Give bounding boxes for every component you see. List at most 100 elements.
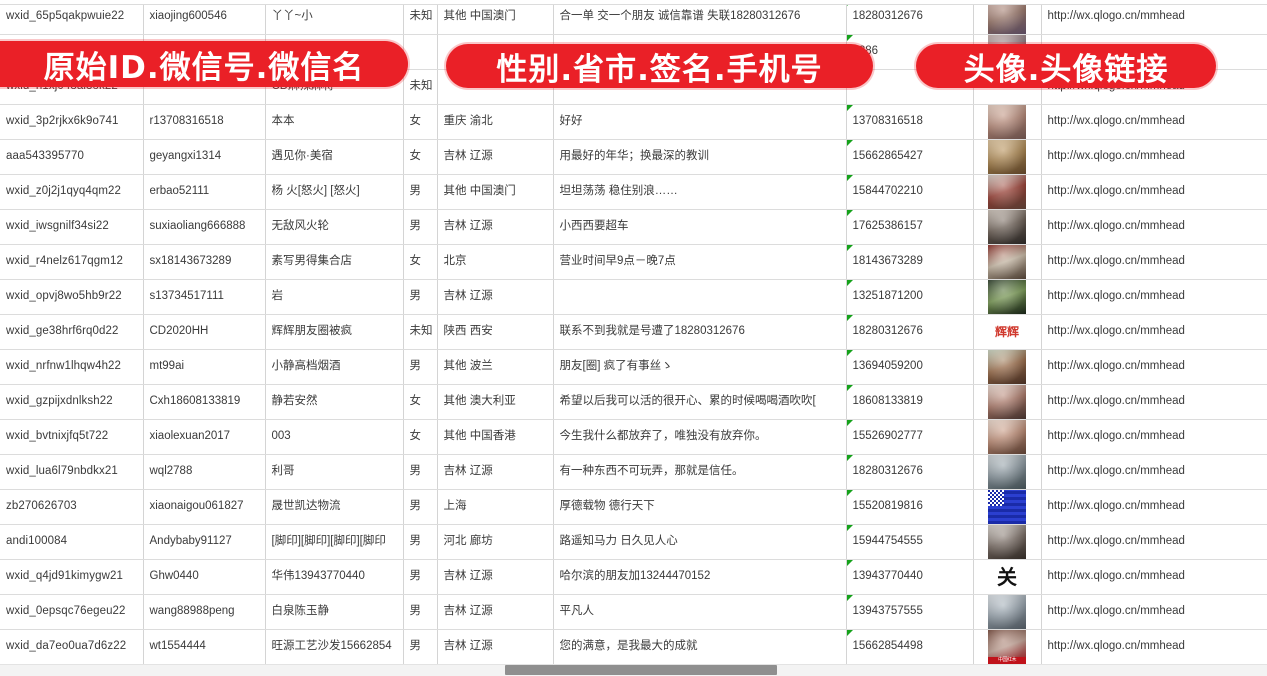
cell-signature[interactable]: 坦坦荡荡 稳住别浪…… xyxy=(553,174,847,210)
cell-avatar[interactable] xyxy=(973,384,1042,420)
cell-gender[interactable]: 男 xyxy=(403,524,438,560)
cell-phone[interactable]: 15662865427 xyxy=(846,139,974,175)
cell-gender[interactable]: 未知 xyxy=(403,314,438,350)
cell-avatar[interactable] xyxy=(973,349,1042,385)
cell-avatar-url[interactable]: http://wx.qlogo.cn/mmhead xyxy=(1041,384,1267,420)
cell-signature[interactable]: 厚德载物 德行天下 xyxy=(553,489,847,525)
cell-region[interactable]: 吉林 辽源 xyxy=(437,139,554,175)
cell-wechat-id[interactable]: s13734517111 xyxy=(143,279,266,315)
cell-gender[interactable]: 男 xyxy=(403,349,438,385)
cell-avatar[interactable] xyxy=(973,174,1042,210)
cell-original-id[interactable]: wxid_da7eo0ua7d6z22 xyxy=(0,629,144,665)
cell-phone[interactable]: 15520819816 xyxy=(846,489,974,525)
cell-wechat-id[interactable]: xiaojing600546 xyxy=(143,0,266,35)
cell-gender[interactable]: 男 xyxy=(403,559,438,595)
cell-wechat-id[interactable]: Cxh18608133819 xyxy=(143,384,266,420)
cell-signature[interactable]: 联系不到我就是号遭了18280312676 xyxy=(553,314,847,350)
cell-region[interactable]: 其他 中国澳门 xyxy=(437,0,554,35)
cell-avatar-url[interactable]: http://wx.qlogo.cn/mmhead xyxy=(1041,314,1267,350)
cell-avatar-url[interactable]: http://wx.qlogo.cn/mmhead xyxy=(1041,349,1267,385)
cell-wechat-id[interactable]: r13708316518 xyxy=(143,104,266,140)
cell-avatar-url[interactable]: http://wx.qlogo.cn/mmhead xyxy=(1041,139,1267,175)
cell-avatar[interactable] xyxy=(973,244,1042,280)
cell-phone[interactable]: 13694059200 xyxy=(846,349,974,385)
cell-signature[interactable]: 今生我什么都放弃了，唯独没有放弃你。 xyxy=(553,419,847,455)
cell-region[interactable]: 其他 中国香港 xyxy=(437,419,554,455)
cell-wechat-name[interactable]: 杨 火[怒火] [怒火] xyxy=(265,174,404,210)
cell-original-id[interactable]: wxid_iwsgnilf34si22 xyxy=(0,209,144,245)
table-row[interactable]: wxid_0epsqc76egeu22 wang88988peng 白泉陈玉静 男 吉林… xyxy=(0,594,1267,630)
cell-original-id[interactable]: wxid_0epsqc76egeu22 xyxy=(0,594,144,630)
cell-gender[interactable]: 男 xyxy=(403,279,438,315)
cell-region[interactable]: 吉林 辽源 xyxy=(437,594,554,630)
cell-region[interactable]: 其他 澳大利亚 xyxy=(437,384,554,420)
table-row[interactable]: wxid_nrfnw1lhqw4h22 mt99ai 小静高档烟酒 男 其他 波兰 朋友[… xyxy=(0,349,1267,385)
table-row[interactable]: aaa543395770 geyangxi1314 遇见你·美宿 女 吉林 辽源 用最好的… xyxy=(0,139,1267,175)
table-row[interactable]: wxid_ge38hrf6rq0d22 CD2020HH 辉辉朋友圈被疯 未知 陕西 西… xyxy=(0,314,1267,350)
cell-phone[interactable]: 15526902777 xyxy=(846,419,974,455)
table-row[interactable]: wxid_3p2rjkx6k9o741 r13708316518 本本 女 重庆 渝北 好… xyxy=(0,104,1267,140)
cell-original-id[interactable]: andi100084 xyxy=(0,524,144,560)
table-row[interactable]: zb270626703 xiaonaigou061827 晟世凯达物流 男 上海 厚德载物… xyxy=(0,489,1267,525)
cell-region[interactable]: 吉林 辽源 xyxy=(437,629,554,665)
cell-original-id[interactable]: wxid_bvtnixjfq5t722 xyxy=(0,419,144,455)
cell-region[interactable]: 北京 xyxy=(437,244,554,280)
cell-phone[interactable]: 13943770440 xyxy=(846,559,974,595)
cell-original-id[interactable]: wxid_z0j2j1qyq4qm22 xyxy=(0,174,144,210)
cell-original-id[interactable]: wxid_gzpijxdnlksh22 xyxy=(0,384,144,420)
cell-region[interactable]: 其他 波兰 xyxy=(437,349,554,385)
cell-avatar-url[interactable]: http://wx.qlogo.cn/mmhead xyxy=(1041,629,1267,665)
cell-signature[interactable]: 希望以后我可以活的很开心、累的时候喝喝酒吹吹[ xyxy=(553,384,847,420)
cell-region[interactable]: 河北 廊坊 xyxy=(437,524,554,560)
cell-avatar[interactable] xyxy=(973,104,1042,140)
cell-region[interactable]: 吉林 辽源 xyxy=(437,559,554,595)
cell-wechat-name[interactable]: 晟世凯达物流 xyxy=(265,489,404,525)
cell-original-id[interactable]: wxid_r4nelz617qgm12 xyxy=(0,244,144,280)
cell-signature[interactable]: 平凡人 xyxy=(553,594,847,630)
cell-region[interactable]: 吉林 辽源 xyxy=(437,209,554,245)
cell-signature[interactable] xyxy=(553,279,847,315)
cell-original-id[interactable]: aaa543395770 xyxy=(0,139,144,175)
cell-signature[interactable]: 路遥知马力 日久见人心 xyxy=(553,524,847,560)
cell-wechat-id[interactable]: erbao52111 xyxy=(143,174,266,210)
cell-phone[interactable]: 13943757555 xyxy=(846,594,974,630)
cell-avatar-url[interactable]: http://wx.qlogo.cn/mmhead xyxy=(1041,244,1267,280)
cell-avatar-url[interactable]: http://wx.qlogo.cn/mmhead xyxy=(1041,454,1267,490)
cell-wechat-name[interactable]: 小静高档烟酒 xyxy=(265,349,404,385)
cell-wechat-id[interactable]: CD2020HH xyxy=(143,314,266,350)
cell-gender[interactable] xyxy=(403,34,438,70)
cell-signature[interactable]: 朋友[圈] 疯了有事丝ゝ xyxy=(553,349,847,385)
table-row[interactable]: wxid_lua6l79nbdkx21 wql2788 利哥 男 吉林 辽源 有一种东西不… xyxy=(0,454,1267,490)
cell-avatar[interactable]: 中国红木 xyxy=(973,629,1042,665)
cell-original-id[interactable]: wxid_3p2rjkx6k9o741 xyxy=(0,104,144,140)
cell-phone[interactable]: 18280312676 xyxy=(846,314,974,350)
cell-phone[interactable]: 13708316518 xyxy=(846,104,974,140)
cell-signature[interactable]: 合一单 交一个朋友 诚信靠谱 失联18280312676 xyxy=(553,0,847,35)
table-row[interactable]: wxid_da7eo0ua7d6z22 wt1554444 旺源工艺沙发156628… xyxy=(0,629,1267,665)
cell-phone[interactable]: 18280312676 xyxy=(846,454,974,490)
cell-wechat-name[interactable]: 华伟13943770440 xyxy=(265,559,404,595)
cell-wechat-name[interactable]: 辉辉朋友圈被疯 xyxy=(265,314,404,350)
cell-signature[interactable]: 您的满意，是我最大的成就 xyxy=(553,629,847,665)
cell-wechat-id[interactable]: geyangxi1314 xyxy=(143,139,266,175)
cell-phone[interactable]: 18608133819 xyxy=(846,384,974,420)
cell-original-id[interactable]: wxid_q4jd91kimygw21 xyxy=(0,559,144,595)
cell-original-id[interactable]: wxid_65p5qakpwuie22 xyxy=(0,0,144,35)
cell-avatar[interactable] xyxy=(973,524,1042,560)
table-row[interactable]: wxid_65p5qakpwuie22 xiaojing600546 丫丫~小 未知其… xyxy=(0,0,1267,35)
table-row[interactable]: wxid_z0j2j1qyq4qm22 erbao52111 杨 火[怒火] [怒火… xyxy=(0,174,1267,210)
cell-gender[interactable]: 女 xyxy=(403,244,438,280)
cell-avatar-url[interactable]: http://wx.qlogo.cn/mmhead xyxy=(1041,489,1267,525)
cell-phone[interactable]: 15844702210 xyxy=(846,174,974,210)
table-row[interactable]: wxid_opvj8wo5hb9r22 s13734517111 岩 男 吉林 辽源 13… xyxy=(0,279,1267,315)
cell-signature[interactable]: 小西西要超车 xyxy=(553,209,847,245)
cell-avatar-url[interactable]: http://wx.qlogo.cn/mmhead xyxy=(1041,209,1267,245)
cell-phone[interactable]: 15944754555 xyxy=(846,524,974,560)
cell-wechat-name[interactable]: 旺源工艺沙发15662854 xyxy=(265,629,404,665)
cell-wechat-id[interactable]: suxiaoliang666888 xyxy=(143,209,266,245)
cell-avatar[interactable] xyxy=(973,209,1042,245)
table-row[interactable]: andi100084 Andybaby91127 [脚印][脚印][脚印][脚印 男 河… xyxy=(0,524,1267,560)
cell-region[interactable]: 吉林 辽源 xyxy=(437,279,554,315)
cell-phone[interactable]: 18280312676 xyxy=(846,0,974,35)
cell-avatar-url[interactable]: http://wx.qlogo.cn/mmhead xyxy=(1041,0,1267,35)
